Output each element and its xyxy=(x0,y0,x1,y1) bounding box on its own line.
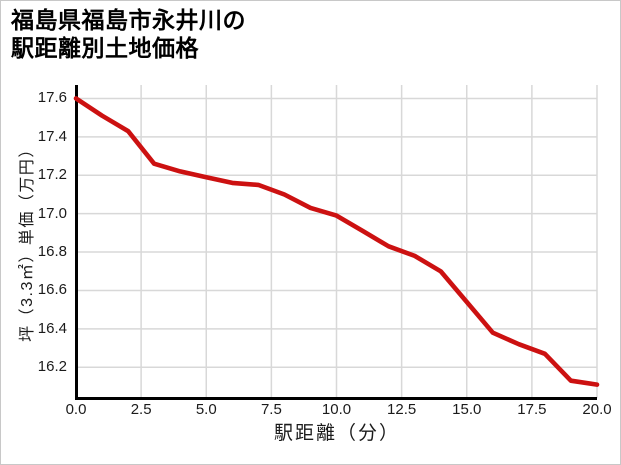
y-tick-label: 16.6 xyxy=(37,281,67,299)
y-tick-label: 17.2 xyxy=(37,166,67,184)
x-axis-title: 駅距離（分） xyxy=(273,423,401,444)
y-axis-title: 坪（3.3㎡）単価（万円） xyxy=(19,140,36,342)
y-tick-label: 17.0 xyxy=(37,204,67,222)
x-tick-label: 12.5 xyxy=(387,401,417,418)
y-tick-label: 16.8 xyxy=(37,243,67,261)
chart-title-line1: 福島県福島市永井川の xyxy=(11,7,246,33)
x-tick-label: 5.0 xyxy=(195,401,217,418)
y-tick-label: 17.6 xyxy=(37,89,67,107)
x-tick-label: 2.5 xyxy=(130,401,152,418)
x-tick-label: 15.0 xyxy=(452,401,482,418)
x-tick-label: 20.0 xyxy=(582,401,612,418)
chart-title-line2: 駅距離別土地価格 xyxy=(11,35,199,61)
y-tick-label: 17.4 xyxy=(37,127,67,145)
x-tick-label: 7.5 xyxy=(260,401,282,418)
chart-title: 福島県福島市永井川の 駅距離別土地価格 xyxy=(11,6,246,62)
land-price-line xyxy=(73,96,600,387)
y-tick-label: 16.2 xyxy=(37,358,67,376)
line-chart-plot-area xyxy=(73,85,600,400)
x-tick-label: 10.0 xyxy=(321,401,352,418)
y-tick-label: 16.4 xyxy=(37,319,67,337)
x-tick-label: 17.5 xyxy=(517,401,547,418)
x-tick-label: 0.0 xyxy=(65,401,87,418)
